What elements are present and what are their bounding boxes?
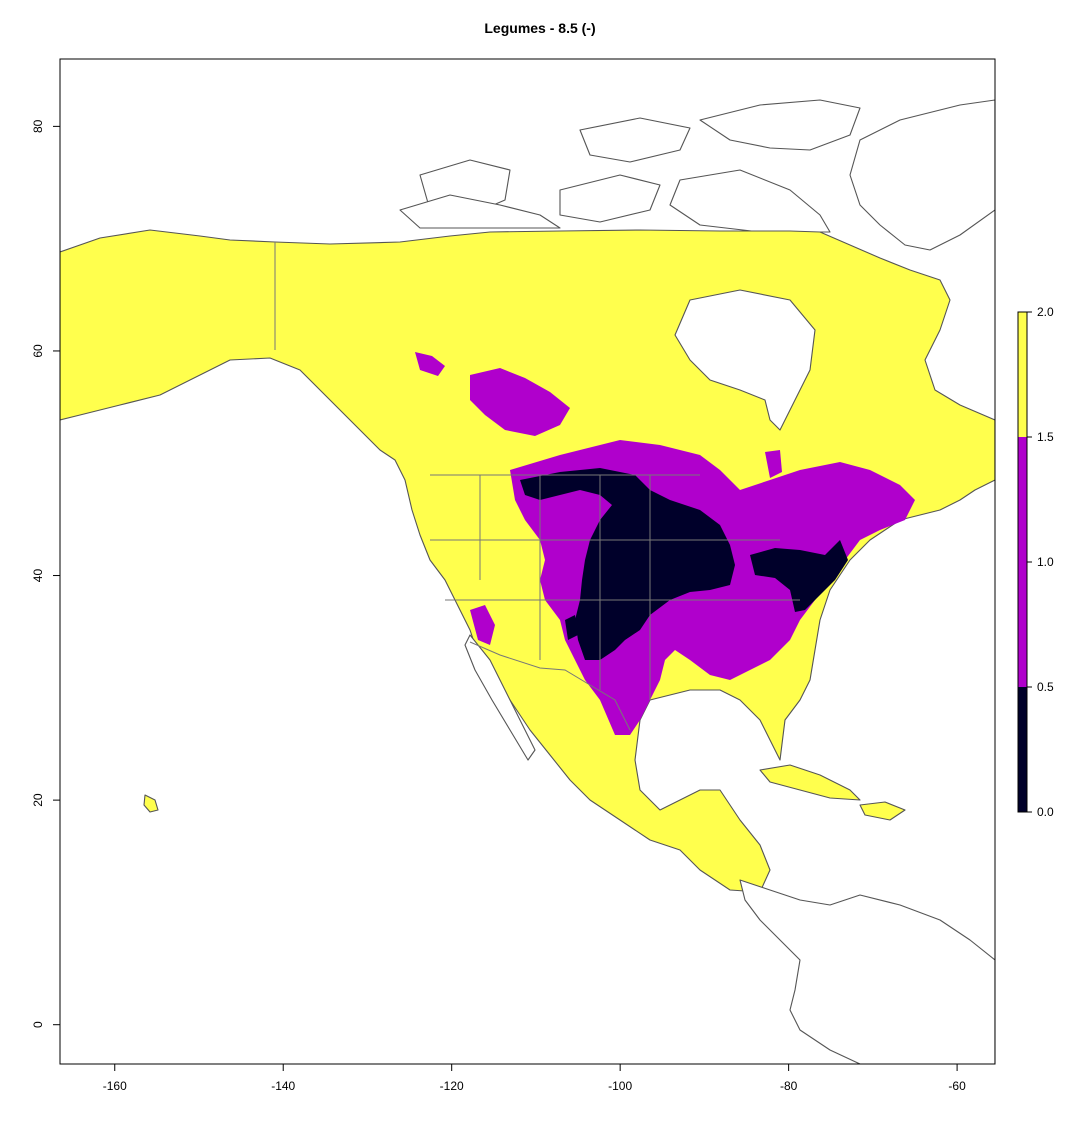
x-tick-label: -100 (608, 1079, 632, 1093)
map-title: Legumes - 8.5 (-) (484, 20, 596, 36)
zone-low-core (520, 468, 735, 660)
borders-layer (274, 242, 800, 731)
x-tick-label: -140 (271, 1079, 295, 1093)
south-america-outline (739, 879, 995, 1064)
zone-low-east (750, 540, 848, 612)
us-mexico-border (469, 641, 631, 731)
x-tick-label: -60 (948, 1079, 966, 1093)
x-tick-label: -160 (103, 1079, 127, 1093)
north-america-land (60, 229, 995, 893)
hispaniola (859, 801, 906, 821)
y-tick-label: 20 (31, 793, 45, 807)
legend-swatch (1018, 437, 1027, 687)
y-axis: 0 20 40 60 80 (31, 119, 60, 1028)
plot-frame (59, 58, 996, 1065)
x-tick-label: -80 (780, 1079, 798, 1093)
y-tick-label: 60 (31, 344, 45, 358)
y-tick-label: 40 (31, 569, 45, 583)
queen-elizabeth-islands-outline (579, 117, 691, 163)
victoria-island-outline (559, 174, 661, 223)
legend-tick-label: 0.0 (1037, 805, 1054, 819)
map-layer (60, 99, 995, 1064)
legend-tick-label: 1.0 (1037, 555, 1054, 569)
y-tick-label: 0 (31, 1021, 45, 1028)
zone-mid-canada (470, 368, 570, 436)
y-tick-label: 80 (31, 119, 45, 133)
ellesmere-outline (699, 99, 861, 151)
legend-tick-label: 1.5 (1037, 430, 1054, 444)
zone-mid-southeast (720, 615, 785, 672)
hawaii (143, 794, 159, 813)
western-arctic-outline (399, 194, 561, 229)
zone-mid-quebec (765, 450, 782, 478)
greenland-outline (849, 99, 995, 251)
legend-tick-label: 2.0 (1037, 305, 1054, 319)
zone-mid-southwest (470, 605, 495, 645)
zone-low-west (565, 615, 578, 640)
gulf-of-california (464, 634, 536, 761)
legend-swatch (1018, 312, 1027, 437)
baffin-outline (669, 169, 831, 233)
cuba (759, 764, 861, 801)
x-axis: -160 -140 -120 -100 -80 -60 (103, 1064, 966, 1093)
zone-mid-north (415, 352, 445, 376)
x-tick-label: -120 (440, 1079, 464, 1093)
legend-tick-label: 0.5 (1037, 680, 1054, 694)
legend: 0.0 0.5 1.0 1.5 2.0 (1017, 305, 1054, 819)
legend-swatch (1018, 687, 1027, 812)
hudson-bay (674, 289, 816, 431)
